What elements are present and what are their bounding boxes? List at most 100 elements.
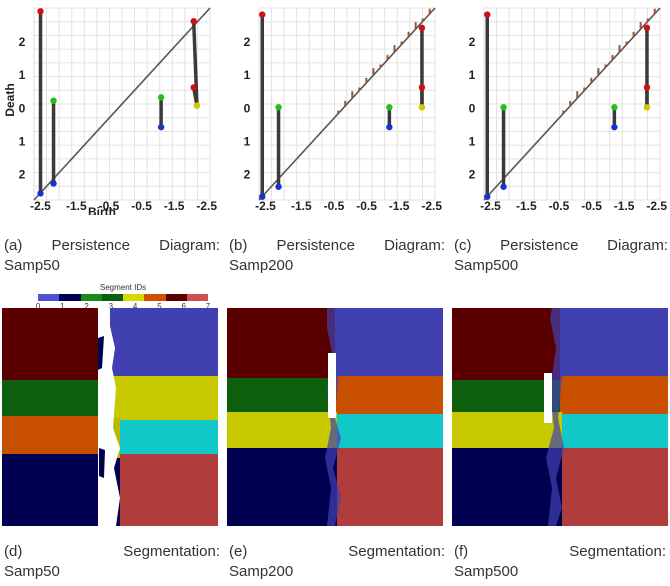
y-tick-label: 1 [244, 134, 251, 148]
x-tick-label: -2.5 [421, 199, 442, 213]
colorbar-swatch-7 [186, 294, 208, 301]
death-point [190, 18, 197, 25]
colorbar-swatch-6 [165, 294, 187, 301]
noise-pair [344, 100, 347, 106]
caption-a-line2: Samp50 [4, 257, 60, 274]
seg-region-green [452, 380, 562, 412]
noise-pair [386, 54, 389, 60]
caption-b-line2: Samp200 [229, 257, 294, 274]
noise-pair [653, 8, 656, 14]
noise-pair [611, 54, 614, 60]
y-tick-label: 0 [469, 101, 476, 115]
seg-region-cyan [120, 420, 218, 454]
seg-region-navy [2, 454, 107, 526]
persistence-pair-bar [191, 21, 199, 106]
diagonal-line [483, 7, 661, 201]
seg-region-orange [560, 376, 668, 416]
noise-pair [379, 64, 382, 68]
noise-pair [569, 100, 572, 106]
segmentation-f [452, 308, 668, 526]
seg-region-cyan [337, 414, 443, 450]
noise-pair [393, 45, 396, 53]
death-point [50, 97, 57, 104]
colorbar-title: Segment IDs [99, 283, 147, 292]
noise-pair [618, 45, 621, 53]
x-tick-label: -2.5 [480, 199, 501, 213]
x-tick-label: -0.5 [549, 199, 570, 213]
noise-pair [351, 91, 354, 99]
x-tick-label: -1.5 [614, 199, 635, 213]
noise-pair [576, 91, 579, 99]
x-tick-label: -2.5 [196, 199, 217, 213]
x-tick-label: -0.5 [356, 199, 377, 213]
x-tick-label: -1.5 [66, 199, 87, 213]
colorbar-swatch-0 [38, 294, 60, 301]
birth-point [50, 180, 57, 187]
birth-point [418, 104, 426, 111]
segment-colorbar: Segment IDs 0 1 2 3 4 5 6 7 [35, 283, 210, 313]
death-point [643, 84, 651, 91]
y-axis-title: Death [3, 83, 17, 116]
caption-f-line2: Samp500 [454, 563, 519, 580]
birth-point [386, 123, 393, 131]
birth-point [259, 193, 266, 200]
colorbar-labels: 0 1 2 3 4 5 6 7 [35, 302, 210, 312]
y-tick-label: 2 [19, 35, 26, 49]
x-tick-label: -1.5 [516, 199, 537, 213]
caption-b: (b) Persistence Diagram: Samp200 [229, 236, 445, 276]
colorbar-swatch-5 [144, 294, 166, 301]
y-tick-label: 2 [244, 35, 251, 49]
caption-b-line1: (b) Persistence Diagram: [229, 237, 445, 254]
birth-point [193, 102, 201, 109]
y-tick-label: 1 [19, 134, 26, 148]
birth-point [611, 123, 618, 131]
noise-pair [400, 41, 403, 45]
segmentation-image-e [227, 308, 443, 526]
seg-region-blue [107, 308, 218, 378]
birth-point [500, 183, 507, 190]
colorbar-label-5: 5 [157, 302, 162, 311]
colorbar-label-2: 2 [84, 302, 89, 311]
persistence-diagram-b: 2 1 0 1 2 -2.5 -1.5 -0.5 -0.5 -1.5 -2.5 [225, 0, 447, 215]
seg-region-yellow [227, 412, 337, 450]
seg-boundary-noise [325, 308, 349, 526]
seg-region-yellow [107, 376, 218, 422]
colorbar-swatch-4 [123, 294, 145, 301]
y-tick-label: 2 [469, 35, 476, 49]
death-point [418, 84, 426, 91]
birth-point [484, 193, 491, 200]
noise-pair [597, 68, 600, 76]
caption-e-line2: Samp200 [229, 563, 294, 580]
death-point [484, 11, 491, 18]
persistence-plot-b: 2 1 0 1 2 -2.5 -1.5 -0.5 -0.5 -1.5 -2.5 [244, 7, 442, 213]
y-tick-label: 1 [244, 68, 251, 82]
diagonal-line [33, 7, 211, 201]
caption-d-line1: (d) Segmentation: [4, 543, 220, 560]
seg-region-green [227, 378, 337, 412]
y-tick-label: 2 [19, 168, 26, 182]
x-tick-label: -0.5 [131, 199, 152, 213]
segmentation-e [227, 308, 443, 526]
seg-region-blue [335, 308, 443, 376]
colorbar-label-3: 3 [108, 302, 114, 311]
colorbar-label-1: 1 [60, 302, 65, 311]
segmentation-image-f [452, 308, 668, 526]
noise-pair [562, 110, 565, 114]
persistence-diagram-a: 2 1 0 1 2 -2.5 -1.5 -0.5 -0.5 -1.5 -2.5 Death Birth [0, 0, 222, 215]
x-tick-label: -1.5 [164, 199, 185, 213]
death-point [37, 8, 44, 15]
x-tick-label: -1.5 [291, 199, 312, 213]
colorbar-label-0: 0 [35, 302, 41, 311]
seg-boundary-noise [546, 308, 572, 526]
seg-region-navy [452, 448, 562, 526]
colorbar-label-6: 6 [181, 302, 186, 311]
death-point [157, 94, 165, 101]
seg-region-salmon [337, 448, 443, 526]
x-tick-label: -2.5 [646, 199, 667, 213]
y-tick-label: 0 [19, 101, 26, 115]
seg-region-green [2, 380, 107, 418]
noise-pair [590, 77, 593, 83]
death-point [259, 11, 266, 18]
x-tick-label: -0.5 [324, 199, 345, 213]
death-point [611, 104, 618, 111]
